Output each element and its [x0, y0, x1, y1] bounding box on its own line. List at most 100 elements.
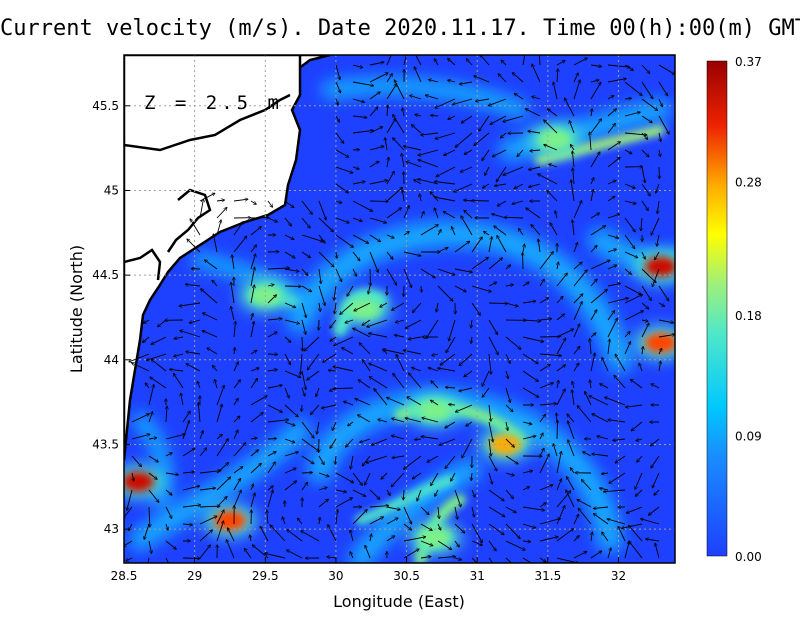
current-arrow [532, 97, 541, 100]
current-arrow [250, 245, 256, 253]
current-arrow [328, 370, 337, 371]
current-arrow [327, 557, 337, 558]
current-arrow [506, 421, 508, 430]
current-arrow [639, 363, 643, 372]
current-arrow [174, 353, 184, 356]
current-arrow [352, 234, 369, 243]
current-arrow [590, 152, 600, 168]
current-arrow [335, 64, 340, 79]
current-arrow [629, 526, 643, 542]
current-arrow [402, 190, 404, 202]
current-arrow [352, 182, 365, 185]
current-arrow [386, 536, 395, 542]
current-arrow [568, 421, 575, 440]
y-tick-label: 43 [104, 522, 119, 536]
current-arrow [250, 267, 255, 287]
current-arrow [624, 149, 632, 154]
current-arrow [504, 217, 524, 218]
current-arrow [590, 279, 597, 287]
current-arrow [166, 523, 168, 530]
current-arrow [641, 268, 656, 283]
current-arrow [557, 420, 558, 440]
current-arrow [607, 109, 616, 117]
current-arrow [529, 166, 541, 170]
current-arrow [267, 462, 275, 474]
current-arrow [539, 319, 552, 320]
current-arrow [300, 353, 303, 375]
current-arrow [434, 182, 456, 185]
current-arrow [573, 201, 582, 219]
current-arrow [435, 489, 439, 496]
current-arrow [590, 353, 595, 372]
current-arrow [392, 436, 405, 440]
current-arrow [505, 438, 514, 447]
current-arrow [267, 319, 282, 320]
current-arrow [503, 115, 524, 122]
hotspot-core [538, 129, 571, 150]
current-arrow [539, 279, 544, 287]
current-arrow [573, 514, 579, 525]
current-arrow [624, 342, 631, 355]
current-arrow [412, 368, 422, 372]
current-arrow [488, 282, 497, 287]
current-arrow [471, 540, 482, 545]
x-tick-label: 28.5 [111, 569, 138, 583]
current-arrow [471, 336, 472, 343]
current-arrow [330, 336, 337, 341]
current-arrow [608, 420, 626, 423]
current-arrow [131, 414, 149, 423]
hotspot-core [644, 256, 675, 277]
current-arrow [641, 285, 651, 300]
current-arrow [369, 217, 386, 223]
current-arrow [180, 331, 201, 338]
current-arrow [144, 523, 150, 539]
current-arrow [582, 480, 592, 491]
current-arrow [483, 183, 490, 188]
current-arrow [384, 350, 405, 355]
current-arrow [284, 481, 296, 491]
current-arrow [199, 431, 203, 440]
current-arrow [436, 166, 456, 177]
current-arrow [335, 455, 336, 464]
current-arrow [403, 251, 421, 256]
current-arrow [414, 180, 422, 185]
current-arrow [233, 362, 238, 372]
current-arrow [488, 237, 492, 253]
current-arrow [144, 319, 150, 323]
current-arrow [539, 298, 549, 304]
current-arrow [284, 438, 295, 443]
colorbar-tick-label: 0.37 [735, 55, 762, 69]
current-arrow [369, 180, 388, 185]
current-arrow [370, 268, 371, 286]
y-tick-label: 44.5 [92, 268, 119, 282]
current-arrow [216, 386, 224, 406]
current-arrow [569, 121, 575, 134]
current-arrow [369, 127, 383, 134]
x-tick-label: 29 [187, 569, 202, 583]
current-arrow [367, 319, 388, 327]
current-arrow [482, 149, 490, 161]
current-arrow [233, 380, 240, 389]
current-arrow [336, 98, 338, 105]
current-arrow [488, 523, 504, 535]
colorbar-tick-label: 0.18 [735, 309, 762, 323]
current-arrow [392, 302, 405, 310]
current-arrow [335, 132, 344, 143]
current-arrow [453, 98, 473, 105]
current-arrow [174, 337, 184, 339]
current-arrow [657, 200, 659, 214]
current-arrow [523, 253, 524, 270]
current-arrow [474, 132, 490, 145]
current-arrow [624, 251, 638, 258]
current-arrow [658, 81, 668, 96]
current-arrow [658, 302, 664, 306]
current-arrow [539, 485, 553, 491]
current-arrow [417, 489, 422, 501]
current-arrow [659, 361, 661, 372]
current-arrow [445, 455, 456, 468]
current-arrow [402, 153, 405, 168]
current-arrow [522, 471, 532, 474]
current-arrow [232, 255, 235, 270]
current-arrow [405, 319, 422, 328]
current-arrow [548, 109, 558, 117]
